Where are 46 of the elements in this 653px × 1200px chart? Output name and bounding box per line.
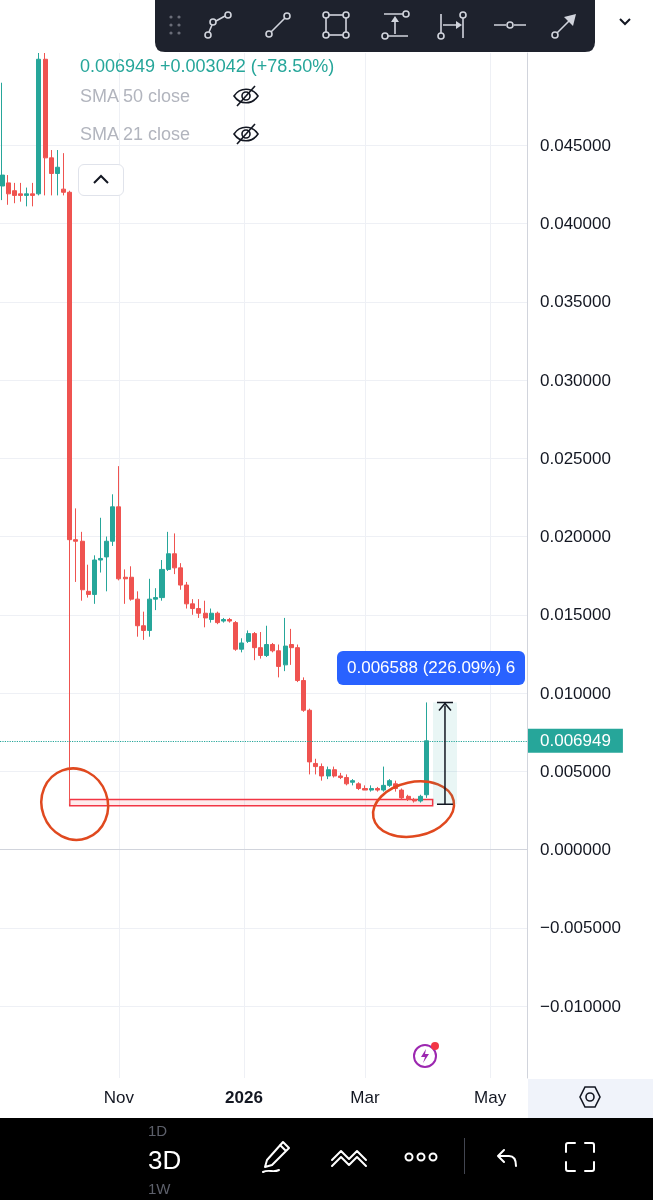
y-tick-label: 0.000000: [540, 840, 611, 860]
candlestick: [86, 564, 91, 599]
candlestick: [116, 465, 121, 581]
y-tick-label: 0.025000: [540, 448, 611, 468]
annotation: SMA 21 close: [80, 124, 191, 145]
candlestick: [203, 600, 208, 628]
candlestick: [369, 784, 374, 793]
annotation: 0.006949 +0.003042 (+78.50%): [80, 56, 335, 77]
x-tick-label: 2026: [225, 1088, 263, 1107]
candlestick: [264, 625, 269, 658]
annotation: SMA 50 close: [80, 86, 191, 107]
y-tick-label: 0.020000: [540, 527, 611, 547]
candlestick: [209, 608, 214, 624]
y-tick-label: 0.040000: [540, 214, 611, 234]
y-tick-label: 0.015000: [540, 605, 611, 625]
candlestick: [239, 637, 244, 653]
x-tick-label: Nov: [103, 1088, 135, 1107]
candlestick: [283, 617, 288, 672]
y-tick-label: 0.005000: [540, 761, 611, 781]
candlestick: [399, 788, 404, 800]
candlestick: [326, 766, 331, 780]
x-tick-label: Mar: [350, 1088, 380, 1107]
candlestick: [350, 778, 355, 786]
annotation: 0.006588 (226.09%) 6: [337, 651, 526, 686]
bottom-toolbar: 1D 3D 1W: [0, 1118, 653, 1200]
y-tick-label: 0.030000: [540, 370, 611, 390]
candlestick: [227, 617, 232, 624]
candlestick: [246, 629, 251, 644]
candlestick: [24, 187, 29, 207]
candlestick: [221, 617, 226, 624]
candlestick: [375, 786, 380, 793]
candlestick: [215, 611, 220, 625]
y-tick-label: −0.010000: [540, 996, 621, 1016]
y-tick-label: 0.035000: [540, 292, 611, 312]
candlestick: [55, 149, 60, 196]
y-tick-label: 0.010000: [540, 683, 611, 703]
y-tick-label: 0.045000: [540, 135, 611, 155]
x-tick-label: May: [474, 1088, 507, 1107]
candlestick: [36, 52, 41, 196]
candlestick: [80, 531, 85, 602]
y-tick-label: −0.005000: [540, 918, 621, 938]
candlestick: [30, 182, 35, 207]
candlestick: [418, 794, 423, 804]
ref-line-label: 0.006949: [540, 731, 611, 751]
candlestick: [233, 620, 238, 652]
candlestick: [0, 82, 5, 201]
